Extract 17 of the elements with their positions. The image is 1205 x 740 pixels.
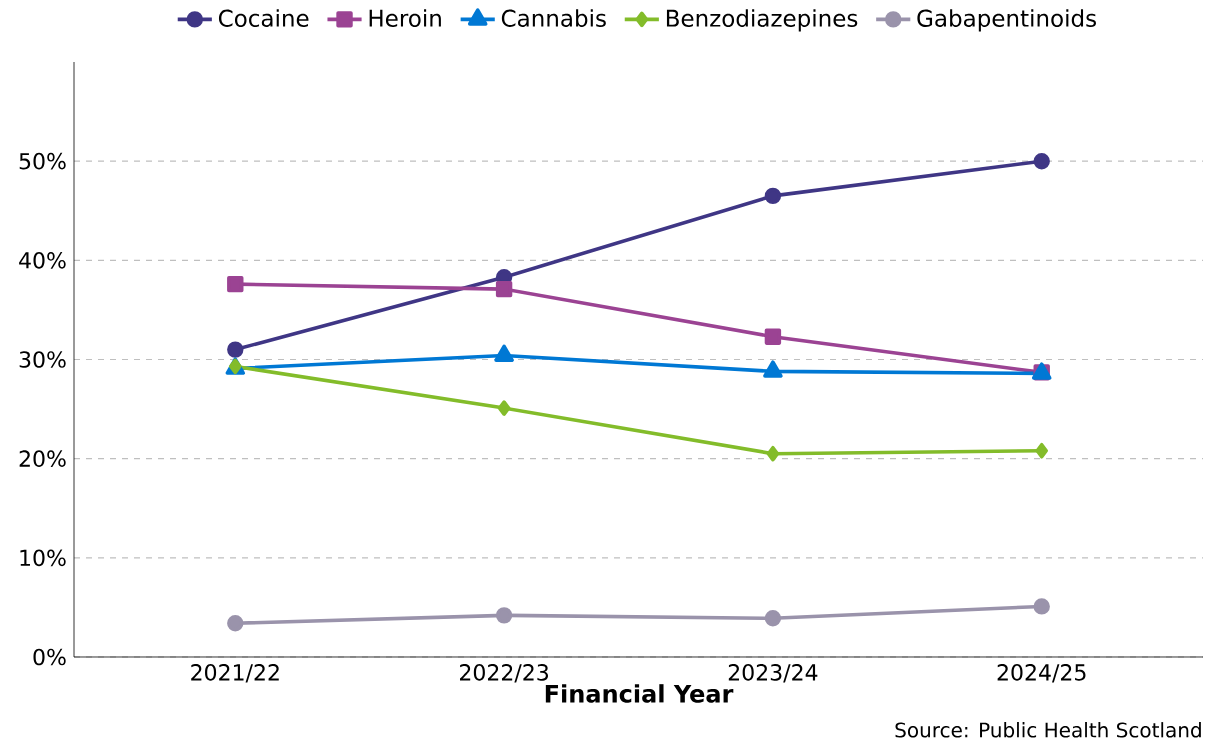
x-axis-title: Financial Year (545, 684, 734, 703)
y-tick-label: 0% (33, 648, 66, 666)
legend-label: Cannabis (501, 9, 606, 27)
legend-label: Benzodiazepines (666, 9, 858, 32)
legend-label: Gabapentinoids (917, 9, 1096, 32)
legend-label: Cocaine (218, 9, 309, 27)
y-tick-label: 40% (19, 252, 66, 269)
legend-label: Heroin (369, 9, 441, 27)
x-tick-label: 2024/25 (997, 664, 1086, 683)
x-tick-label: 2023/24 (728, 664, 818, 683)
y-tick-label: 30% (19, 351, 66, 368)
y-tick-label: 50% (19, 152, 66, 170)
y-tick-label: 10% (20, 549, 66, 567)
x-tick-label: 2022/23 (460, 664, 549, 683)
x-tick-label: 2021/22 (191, 664, 279, 683)
y-tick-label: 20% (19, 450, 66, 467)
source-note: Source: Public Health Scotland (895, 722, 1201, 738)
